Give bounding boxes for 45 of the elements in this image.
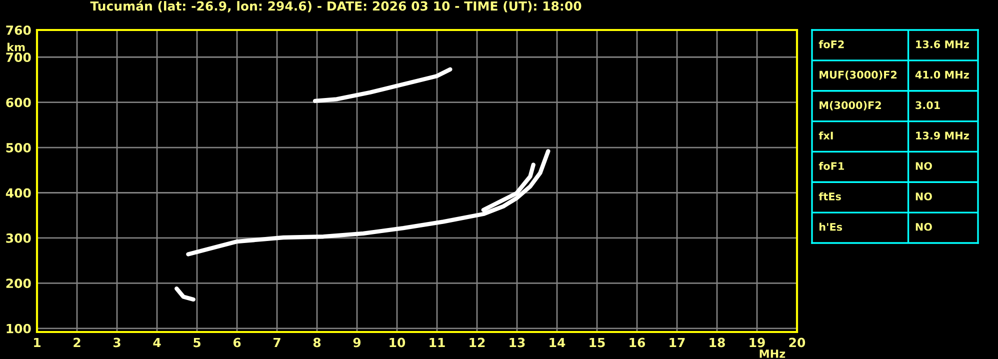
x-tick-label: 13: [510, 338, 525, 348]
x-tick-label: 10: [390, 338, 406, 348]
text: M(3000)F2: [820, 101, 881, 110]
text: 3.01: [916, 101, 940, 110]
y-tick-label: 760: [6, 25, 31, 35]
x-tick-label: 11: [430, 338, 445, 348]
text: 13.6 MHz: [916, 40, 969, 48]
x-tick-label: 19: [750, 338, 765, 348]
x-tick-label: 14: [550, 338, 566, 348]
x-tick-label: 1: [34, 338, 40, 348]
text: foF1: [818, 162, 844, 170]
x-tick-label: 6: [233, 338, 241, 348]
y-axis-title: km: [8, 42, 25, 52]
y-tick-label: 400: [6, 188, 31, 198]
y-tick-label: 600: [6, 98, 31, 108]
x-tick-label: 3: [113, 338, 120, 348]
x-tick-label: 18: [710, 338, 725, 348]
x-tick-label: 4: [153, 338, 161, 348]
text: foF2: [818, 40, 844, 48]
text: MUF(3000)F2: [820, 70, 897, 80]
x-tick-label: 7: [273, 338, 280, 348]
x-tick-label: 15: [590, 338, 605, 348]
text: h'Es: [820, 222, 842, 231]
chart-title: Tucumán (lat: -26.9, lon: 294.6) - DATE: 2026 03 10 - TIME (UT): 18:00: [90, 0, 582, 12]
y-tick-label: 200: [6, 278, 31, 288]
x-axis-title: MHz: [760, 350, 786, 358]
x-tick-label: 12: [470, 338, 485, 348]
y-tick-label: 100: [6, 324, 31, 334]
y-tick-label: 500: [6, 143, 31, 152]
x-tick-label: 8: [313, 338, 321, 348]
x-tick-label: 9: [353, 338, 361, 348]
y-tick-label: 700: [6, 52, 31, 62]
x-tick-label: 17: [670, 338, 685, 348]
text: NO: [916, 222, 932, 231]
text: NO: [916, 192, 932, 200]
y-tick-label: 300: [6, 233, 31, 243]
text: NO: [916, 162, 932, 170]
text: 13.9 MHz: [916, 132, 969, 140]
x-tick-label: 5: [194, 338, 200, 348]
x-tick-label: 2: [74, 338, 80, 348]
x-tick-label: 20: [789, 338, 806, 348]
text: ftEs: [818, 192, 841, 200]
text: fxI: [818, 131, 833, 140]
x-tick-label: 16: [630, 338, 646, 348]
text: 41.0 MHz: [915, 70, 969, 79]
